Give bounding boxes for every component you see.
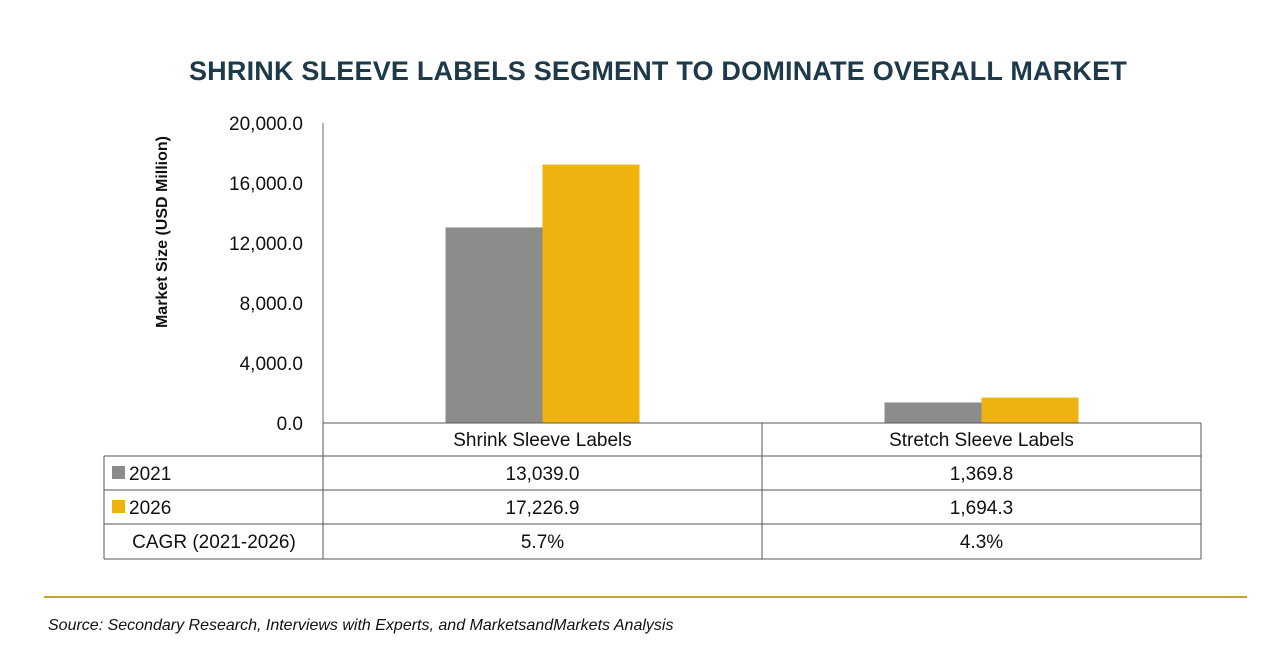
data-label: 1,694.3 [950, 498, 1013, 519]
source-note: Source: Secondary Research, Interviews w… [48, 617, 674, 634]
legend-swatch-2021 [112, 466, 125, 479]
source-divider [44, 596, 1247, 598]
bar-2026-stretch [981, 397, 1079, 423]
y-tick-label: 0.0 [277, 414, 303, 435]
y-tick-label: 16,000.0 [229, 174, 303, 195]
legend-swatch-2026 [112, 500, 125, 513]
bar-chart: 0.0 4,000.0 8,000.0 12,000.0 16,000.0 20,000.… [103, 114, 1202, 560]
cagr-row-label: CAGR (2021-2026) [132, 532, 296, 553]
data-label: 13,039.0 [506, 464, 580, 485]
bar-2026-shrink [542, 164, 640, 423]
y-tick-label: 20,000.0 [229, 114, 303, 135]
y-tick-label: 4,000.0 [240, 354, 303, 375]
bar-2021-stretch [884, 402, 982, 423]
chart-title: SHRINK SLEEVE LABELS SEGMENT TO DOMINATE… [188, 56, 1128, 86]
category-label: Stretch Sleeve Labels [889, 430, 1074, 451]
cagr-value: 4.3% [960, 532, 1003, 553]
legend-label: 2021 [129, 464, 171, 485]
bar-2021-shrink [445, 227, 543, 423]
data-label: 17,226.9 [506, 498, 580, 519]
cagr-value: 5.7% [521, 532, 564, 553]
legend-label: 2026 [129, 498, 171, 519]
data-label: 1,369.8 [950, 464, 1013, 485]
y-tick-label: 12,000.0 [229, 234, 303, 255]
y-tick-label: 8,000.0 [240, 294, 303, 315]
category-label: Shrink Sleeve Labels [453, 430, 632, 451]
